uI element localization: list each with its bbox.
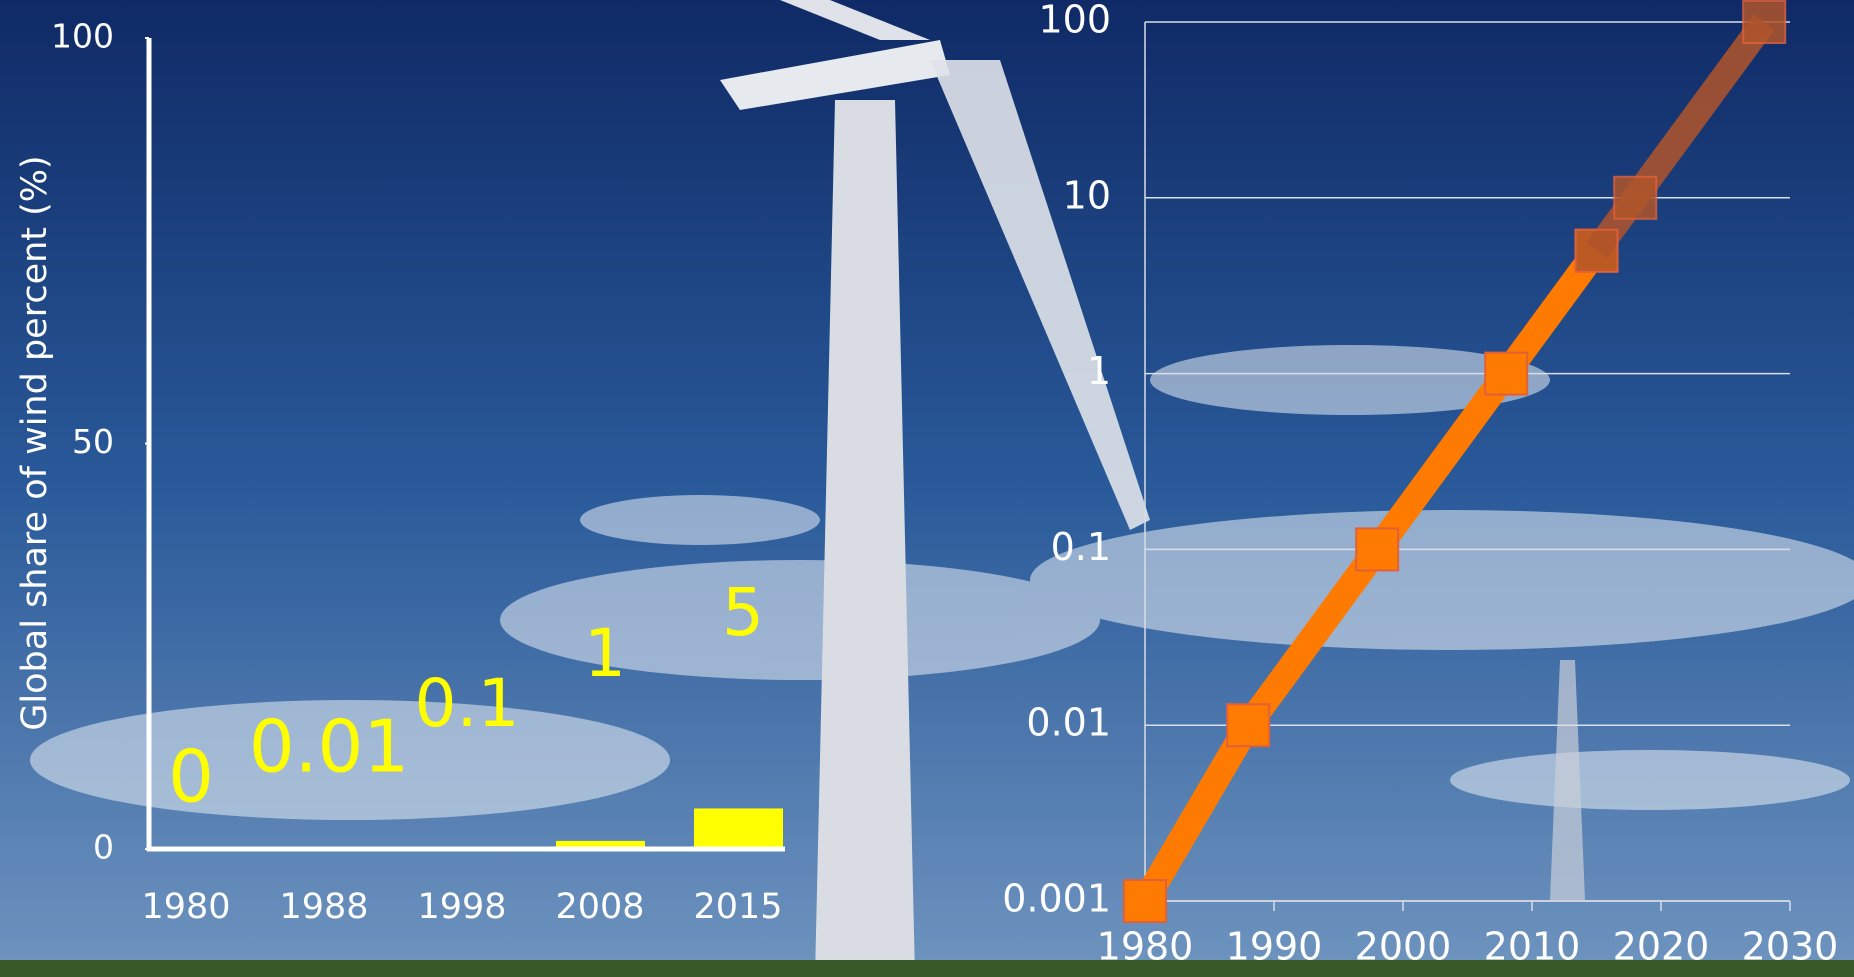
x-tick-label: 1988 — [279, 887, 368, 927]
x-tick-label: 2015 — [693, 887, 782, 927]
clouds — [30, 345, 1854, 820]
value-label: 0.1 — [415, 665, 520, 742]
y-tick-label: 0.1 — [1051, 525, 1111, 569]
turbine — [720, 0, 1585, 977]
marker — [1742, 0, 1787, 44]
x-tick-label: 1998 — [417, 887, 506, 927]
value-label: 0 — [168, 735, 214, 819]
x-tick-label: 1990 — [1226, 925, 1323, 969]
y-tick-label: 0.01 — [1026, 701, 1111, 745]
marker — [1226, 703, 1271, 748]
x-tick-label: 1980 — [141, 887, 230, 927]
value-label: 0.01 — [249, 705, 409, 789]
y-tick-label: 10 — [1063, 173, 1111, 217]
marker — [1574, 228, 1619, 273]
x-tick-label: 2010 — [1484, 925, 1581, 969]
bar — [694, 808, 783, 849]
marker — [1613, 175, 1658, 220]
y-tick-label: 50 — [72, 422, 114, 461]
marker — [1355, 527, 1400, 572]
y-tick-label: 100 — [51, 17, 114, 56]
y-tick-label: 1 — [1087, 349, 1111, 393]
marker — [1484, 351, 1529, 396]
y-tick-label: 0 — [93, 828, 114, 867]
bar — [556, 840, 645, 849]
ground — [0, 960, 1854, 977]
x-tick-label: 1980 — [1097, 925, 1194, 969]
x-tick-label: 2008 — [555, 887, 644, 927]
y-tick-label: 0.001 — [1002, 877, 1111, 921]
y-tick-label: 100 — [1038, 0, 1111, 42]
marker — [1123, 879, 1167, 923]
value-label: 1 — [584, 615, 626, 692]
value-label: 5 — [722, 574, 764, 651]
x-tick-label: 2030 — [1742, 925, 1839, 969]
x-tick-label: 2000 — [1355, 925, 1452, 969]
y-axis-label: Global share of wind percent (%) — [15, 155, 55, 730]
x-tick-label: 2020 — [1613, 925, 1710, 969]
